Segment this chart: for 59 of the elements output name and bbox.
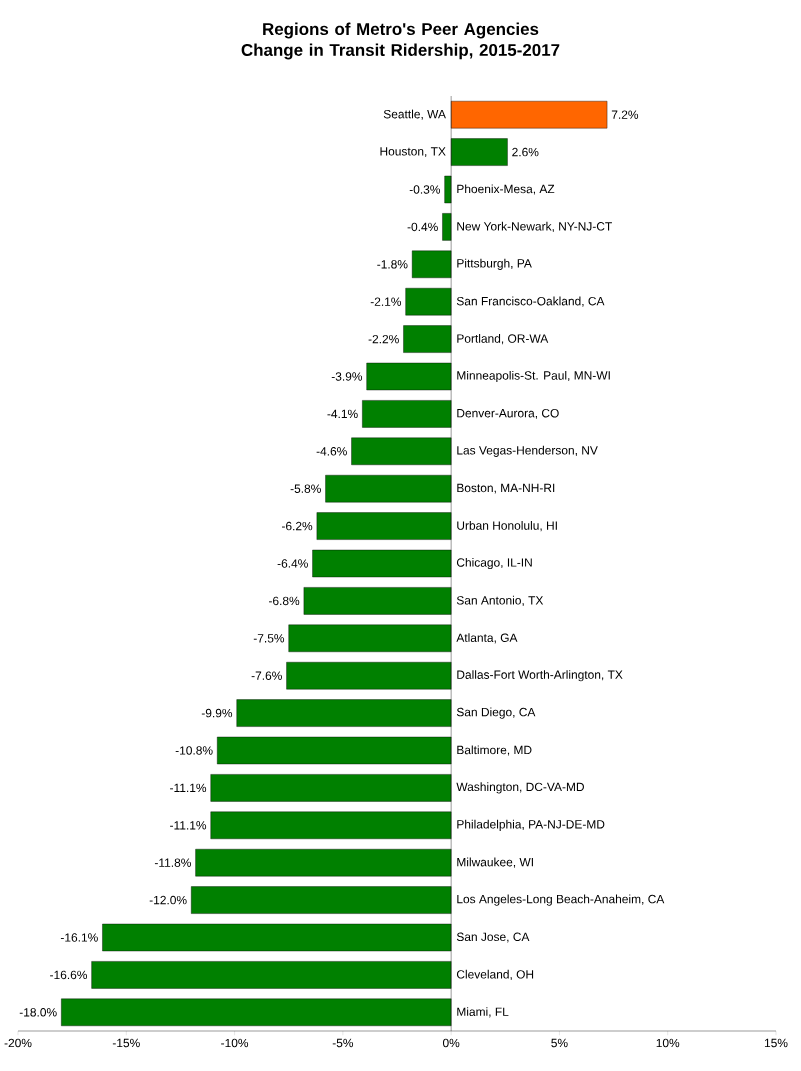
- data-label: -4.6%: [316, 447, 347, 456]
- y-tick-label: Los Angeles-Long Beach-Anaheim, CA: [457, 894, 665, 906]
- data-label: -11.1%: [170, 783, 207, 793]
- data-label: -3.9%: [331, 372, 363, 381]
- y-tick-label: Atlanta, GA: [456, 633, 518, 644]
- x-tick-label: -15%: [112, 1038, 140, 1048]
- data-label: -7.5%: [253, 634, 285, 643]
- y-tick-label: Boston, MA-NH-RI: [457, 483, 555, 494]
- y-tick-label: New York-Newark, NY-NJ-CT: [457, 221, 612, 232]
- y-tick-label: Milwaukee, WI: [457, 857, 533, 868]
- data-label: 2.6%: [512, 147, 539, 157]
- data-label: -5.8%: [290, 484, 321, 493]
- y-tick-label: Pittsburgh, PA: [457, 258, 532, 270]
- y-tick-label: Philadelphia, PA-NJ-DE-MD: [457, 819, 605, 831]
- data-label: -0.3%: [409, 185, 441, 194]
- y-tick-label: Las Vegas-Henderson, NV: [457, 445, 598, 457]
- y-tick-label: Dallas-Fort Worth-Arlington, TX: [457, 670, 623, 682]
- data-label: -16.6%: [50, 970, 87, 980]
- x-tick-label: -20%: [4, 1038, 32, 1048]
- y-tick-label: Urban Honolulu, HI: [457, 521, 557, 532]
- data-label: 7.2%: [611, 110, 639, 119]
- y-tick-label: San Antonio, TX: [456, 595, 544, 606]
- y-tick-label: Baltimore, MD: [457, 745, 532, 756]
- y-tick-label: San Francisco-Oakland, CA: [456, 296, 605, 307]
- chart-title: Regions of Metro's Peer Agencies Change in Transit Ridership, 2015-2017: [241, 22, 560, 60]
- y-tick-label: Miami, FL: [457, 1007, 509, 1018]
- data-label: -11.8%: [154, 858, 191, 867]
- data-label: -11.1%: [170, 821, 207, 830]
- data-label: -1.8%: [377, 260, 408, 269]
- data-label: -4.1%: [327, 409, 358, 419]
- data-label: -12.0%: [149, 895, 187, 905]
- x-tick-label: 10%: [656, 1038, 680, 1048]
- x-tick-label: 0%: [442, 1038, 460, 1048]
- data-label: -7.6%: [251, 671, 282, 680]
- data-label: -0.4%: [407, 222, 438, 232]
- data-label: -6.2%: [281, 521, 313, 531]
- data-label: -18.0%: [19, 1008, 57, 1017]
- y-tick-label: Phoenix-Mesa, AZ: [457, 184, 555, 195]
- data-label: -2.2%: [368, 334, 399, 344]
- x-tick-label: 5%: [551, 1038, 568, 1048]
- y-tick-label: Cleveland, OH: [456, 969, 534, 980]
- y-tick-label: Denver-Aurora, CO: [457, 408, 559, 419]
- y-tick-label: Minneapolis-St. Paul, MN-WI: [457, 370, 610, 383]
- data-label: -6.8%: [268, 596, 300, 606]
- data-label: -16.1%: [60, 933, 98, 942]
- y-tick-label: Washington, DC-VA-MD: [456, 782, 584, 794]
- y-tick-label: Chicago, IL-IN: [456, 557, 532, 570]
- y-tick-label: Seattle, WA: [383, 109, 446, 120]
- data-label: -9.9%: [201, 708, 233, 718]
- x-tick-label: -10%: [221, 1038, 249, 1048]
- y-tick-label: Houston, TX: [380, 147, 446, 157]
- data-label: -6.4%: [277, 559, 308, 568]
- data-label: -2.1%: [370, 297, 402, 306]
- data-label: -10.8%: [175, 746, 213, 755]
- y-tick-label: San Diego, CA: [456, 707, 536, 719]
- x-tick-label: 15%: [764, 1038, 788, 1048]
- y-tick-label: Portland, OR-WA: [457, 334, 549, 345]
- x-tick-label: -5%: [332, 1038, 354, 1048]
- y-tick-label: San Jose, CA: [456, 932, 530, 943]
